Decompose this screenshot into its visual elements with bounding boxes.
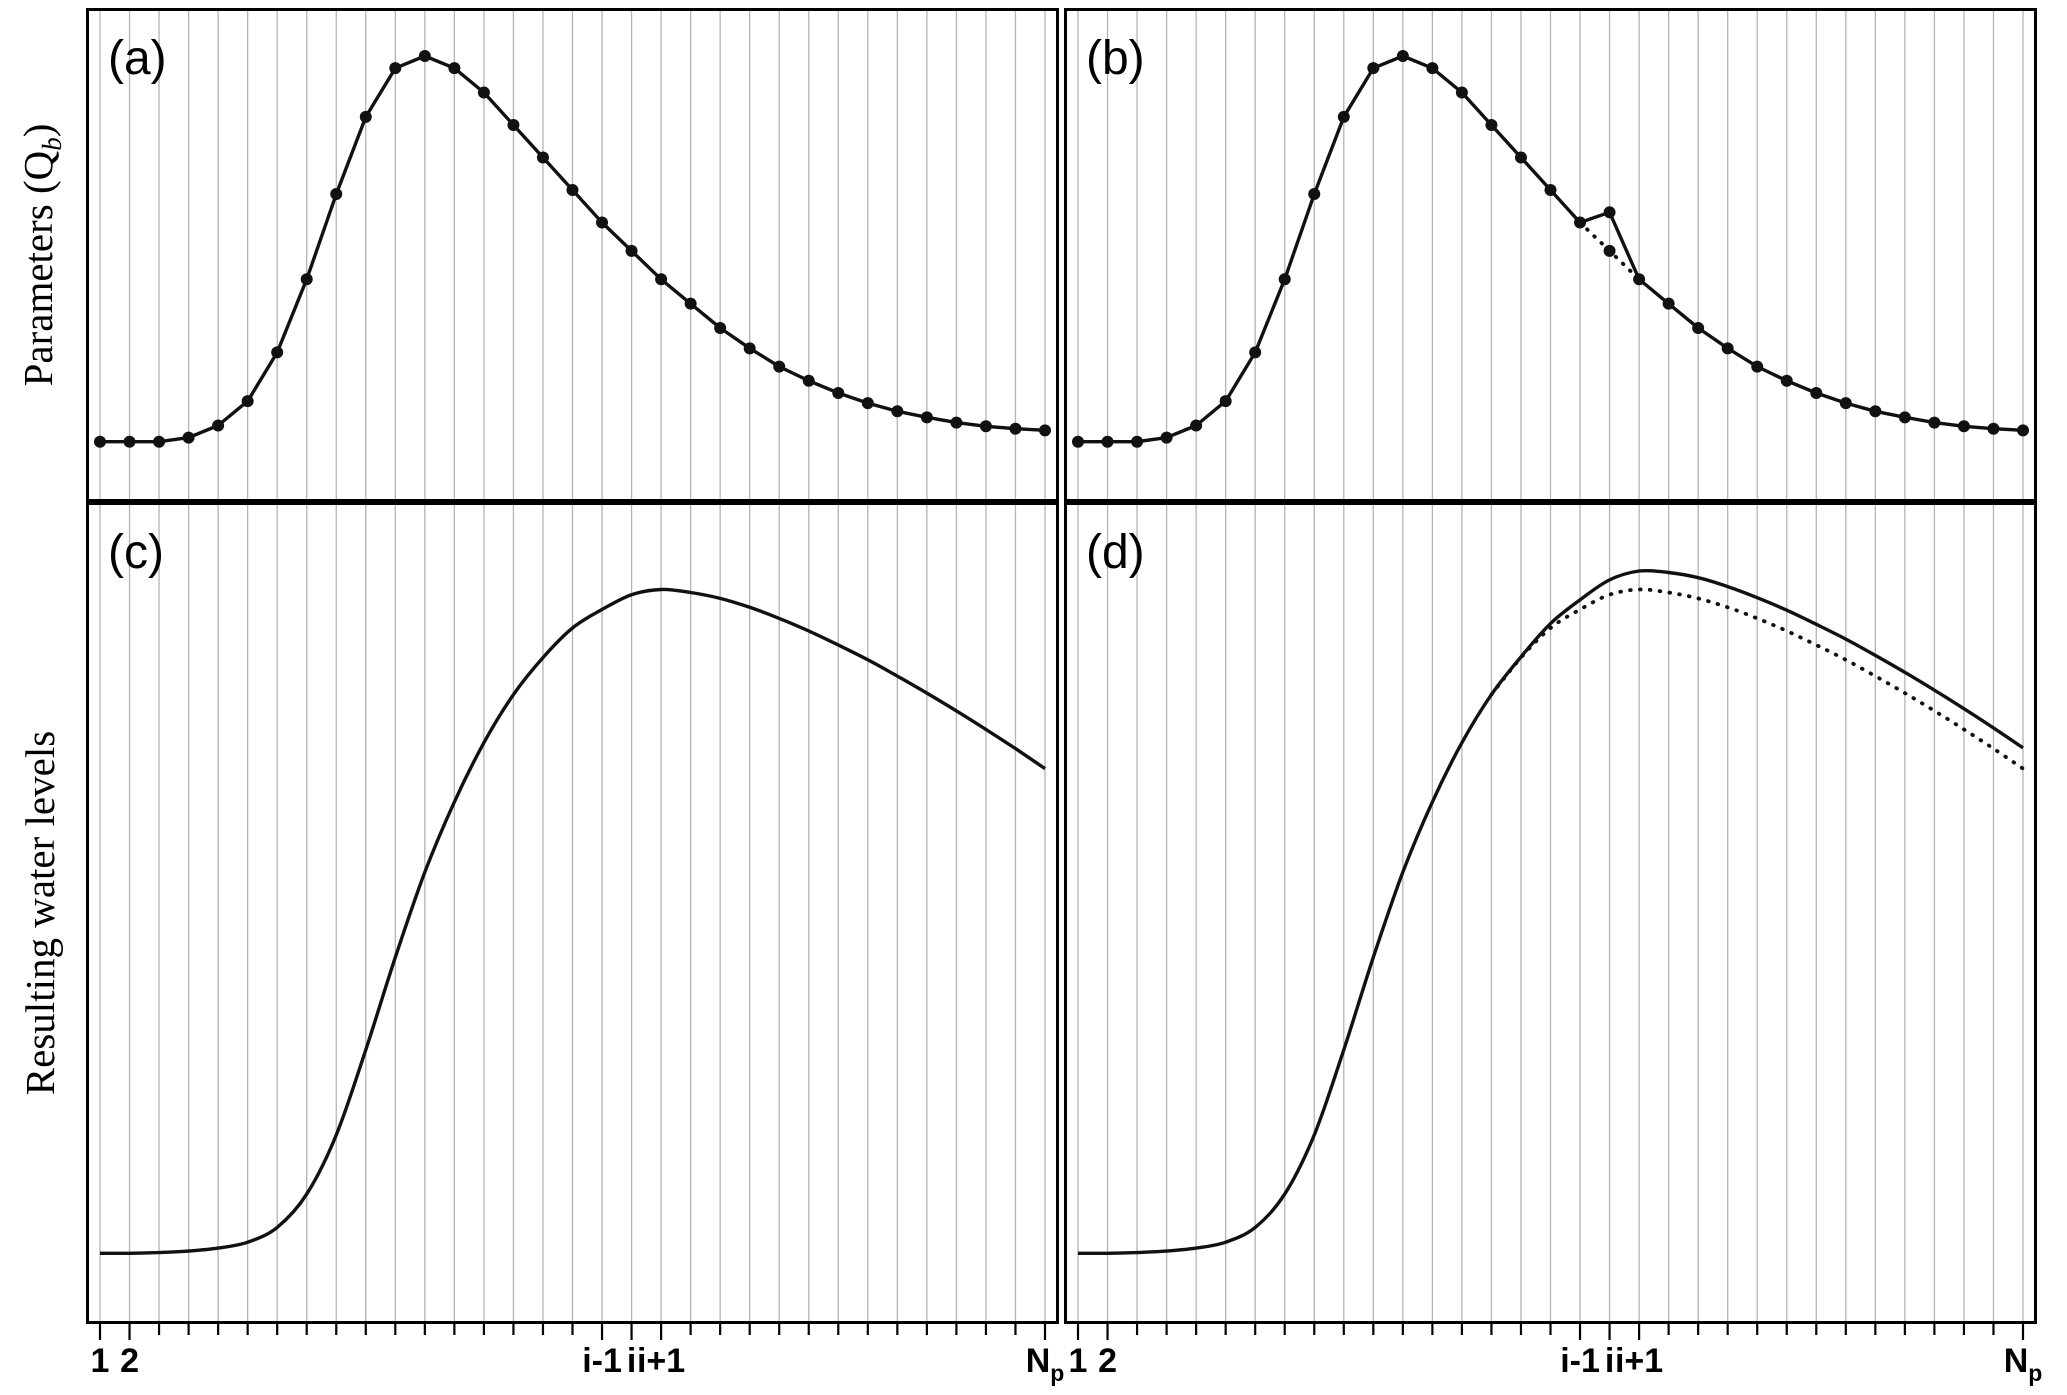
x-tick-label-Np: Np — [1026, 1342, 1065, 1386]
data-point-perturbed-parameters — [1219, 395, 1232, 408]
x-tick-label-2: 2 — [1098, 1342, 1117, 1380]
panel-label-a: (a) — [108, 32, 167, 85]
data-point-base-parameters — [241, 395, 254, 408]
data-point-perturbed-parameters — [1131, 435, 1144, 448]
x-tick-label-i: i — [627, 1342, 636, 1380]
data-point-base-parameters — [477, 86, 490, 99]
data-point-perturbed-parameters — [1249, 346, 1262, 359]
data-point-base-parameters — [979, 420, 992, 433]
data-point-perturbed-parameters — [1574, 216, 1587, 229]
x-tick-label-1: 1 — [1069, 1342, 1088, 1380]
x-tick-label-2: 2 — [120, 1342, 139, 1380]
data-point-perturbed-parameters — [1751, 360, 1764, 373]
data-point-base-parameters — [359, 110, 372, 123]
original-water-levels-curve — [1489, 587, 2025, 771]
data-point-perturbed-parameters — [1072, 435, 1084, 448]
data-point-base-parameters — [389, 62, 402, 75]
data-point-base-parameters — [507, 119, 520, 132]
panel-label-b: (b) — [1086, 32, 1145, 85]
data-point-base-parameters — [448, 62, 461, 75]
data-point-perturbed-parameters — [1603, 206, 1616, 219]
data-point-perturbed-parameters — [1780, 374, 1793, 387]
data-point-original-parameters-segment — [1603, 244, 1616, 257]
data-point-perturbed-parameters — [1957, 420, 1970, 433]
water-levels-curve — [99, 587, 1046, 1256]
data-point-perturbed-parameters — [1898, 411, 1911, 424]
data-point-base-parameters — [153, 435, 166, 448]
data-point-perturbed-parameters — [1869, 405, 1882, 418]
data-point-perturbed-parameters — [1455, 86, 1468, 99]
data-point-base-parameters — [330, 188, 343, 201]
data-point-base-parameters — [212, 419, 225, 432]
data-point-base-parameters — [891, 405, 904, 418]
data-point-perturbed-parameters — [2017, 424, 2029, 437]
x-tick-label-i+1: i+1 — [637, 1342, 685, 1380]
data-point-base-parameters — [655, 273, 668, 286]
data-point-base-parameters — [714, 322, 727, 335]
data-point-perturbed-parameters — [1367, 62, 1380, 75]
data-point-base-parameters — [950, 416, 963, 429]
data-point-perturbed-parameters — [1308, 188, 1321, 201]
panel-border-b — [1064, 8, 2037, 502]
data-point-perturbed-parameters — [1839, 397, 1852, 410]
data-point-base-parameters — [182, 431, 195, 444]
panel-border-c — [86, 502, 1059, 1324]
data-point-base-parameters — [94, 435, 106, 448]
data-point-base-parameters — [861, 397, 874, 410]
x-tick-label-i+1: i+1 — [1615, 1342, 1663, 1380]
data-point-perturbed-parameters — [1544, 183, 1557, 196]
data-point-base-parameters — [1009, 422, 1022, 435]
perturbed-water-levels-curve — [1077, 568, 2024, 1256]
data-point-perturbed-parameters — [1160, 431, 1173, 444]
data-point-perturbed-parameters — [1485, 119, 1498, 132]
x-tick-label-i-1: i-1 — [1560, 1342, 1600, 1380]
panel-label-c: (c) — [108, 526, 164, 579]
data-point-base-parameters — [300, 273, 313, 286]
data-point-perturbed-parameters — [1662, 297, 1675, 310]
data-point-perturbed-parameters — [1692, 322, 1705, 335]
data-point-base-parameters — [566, 183, 579, 196]
x-tick-label-1: 1 — [91, 1342, 110, 1380]
panel-border-d — [1064, 502, 2037, 1324]
data-point-perturbed-parameters — [1396, 50, 1409, 62]
data-point-perturbed-parameters — [1278, 273, 1291, 286]
data-point-perturbed-parameters — [1337, 110, 1350, 123]
data-point-base-parameters — [743, 342, 756, 355]
data-point-base-parameters — [832, 386, 845, 399]
data-point-base-parameters — [418, 50, 431, 62]
data-point-base-parameters — [802, 374, 815, 387]
data-point-perturbed-parameters — [1514, 151, 1527, 164]
data-point-base-parameters — [596, 216, 609, 229]
panel-border-a — [86, 8, 1059, 502]
data-point-perturbed-parameters — [1426, 62, 1439, 75]
data-point-perturbed-parameters — [1190, 419, 1203, 432]
x-tick-label-i-1: i-1 — [582, 1342, 622, 1380]
data-point-base-parameters — [625, 244, 638, 257]
data-point-perturbed-parameters — [1987, 422, 2000, 435]
data-point-base-parameters — [123, 435, 136, 448]
data-point-perturbed-parameters — [1810, 386, 1823, 399]
data-point-base-parameters — [536, 151, 549, 164]
data-point-perturbed-parameters — [1101, 435, 1114, 448]
panel-label-d: (d) — [1086, 526, 1145, 579]
data-point-perturbed-parameters — [1633, 273, 1646, 286]
data-point-perturbed-parameters — [1721, 342, 1734, 355]
data-point-base-parameters — [684, 297, 697, 310]
x-tick-label-Np: Np — [2004, 1342, 2043, 1386]
data-point-base-parameters — [920, 411, 933, 424]
data-point-base-parameters — [271, 346, 284, 359]
x-tick-label-i: i — [1605, 1342, 1614, 1380]
data-point-base-parameters — [1039, 424, 1051, 437]
data-point-perturbed-parameters — [1928, 416, 1941, 429]
data-point-base-parameters — [773, 360, 786, 373]
